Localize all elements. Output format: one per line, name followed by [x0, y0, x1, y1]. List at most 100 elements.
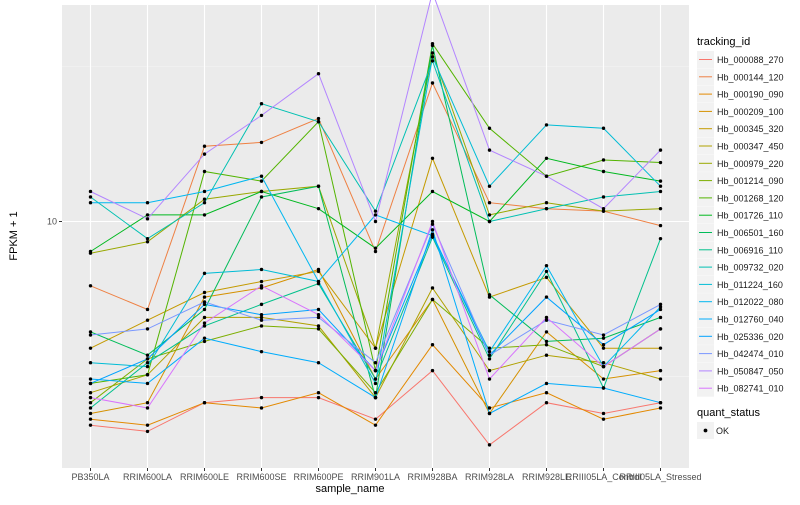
data-point [601, 346, 606, 350]
data-point [88, 406, 93, 410]
legend-label: Hb_000979_220 [717, 159, 784, 169]
data-point [145, 429, 150, 434]
x-tick-label: PB350LA [71, 472, 109, 482]
legend-label: Hb_000190_090 [717, 90, 784, 100]
x-tick-label: RRIM928LA [465, 472, 514, 482]
data-point [373, 219, 378, 224]
x-tick-label: RRIII05LA_Control [566, 472, 642, 482]
legend-label: Hb_050847_050 [717, 366, 784, 376]
data-point [259, 284, 264, 288]
x-tick-label: RRIM600LE [180, 472, 229, 482]
data-point [373, 213, 378, 217]
data-point [544, 206, 549, 211]
legend-label: Hb_000347_450 [717, 142, 784, 152]
x-tick-label: RRIM600LA [123, 472, 172, 482]
data-point [202, 152, 207, 156]
data-point [487, 219, 492, 224]
data-point [601, 386, 606, 390]
data-point [373, 377, 378, 381]
data-point [658, 206, 663, 211]
data-point [544, 295, 549, 299]
data-point [202, 302, 207, 307]
data-point [145, 327, 150, 331]
legend-label: Hb_082741_010 [717, 384, 784, 394]
data-point [88, 249, 93, 254]
data-point [601, 126, 606, 130]
data-point [373, 423, 378, 427]
data-point [316, 116, 321, 121]
legend-label: Hb_009732_020 [717, 263, 784, 273]
data-point [544, 391, 549, 395]
data-point [202, 300, 207, 304]
data-point [601, 361, 606, 365]
data-point [316, 119, 321, 124]
data-point [430, 297, 435, 302]
data-point [544, 339, 549, 344]
data-point [88, 284, 93, 288]
data-point [544, 269, 549, 274]
data-point [88, 200, 93, 205]
data-point [373, 391, 378, 395]
quant-status-point-icon [703, 428, 708, 433]
data-point [88, 333, 93, 337]
data-point [259, 395, 264, 400]
x-axis-ticks: PB350LA RRIM600LA RRIM600LE RRIM600SE RRIM60… [71, 468, 702, 482]
data-point [259, 267, 264, 272]
data-point [145, 400, 150, 405]
data-point [658, 377, 663, 381]
data-point [316, 324, 321, 328]
data-point [259, 313, 264, 317]
data-point [316, 327, 321, 331]
data-point [145, 373, 150, 377]
data-point [487, 377, 492, 381]
data-point [487, 148, 492, 152]
data-point [658, 327, 663, 331]
data-point [487, 126, 492, 130]
data-point [259, 315, 264, 320]
data-point [544, 263, 549, 268]
data-point [658, 160, 663, 165]
data-point [373, 361, 378, 365]
data-point [88, 381, 93, 386]
data-point [487, 357, 492, 361]
x-tick-label: RRIII05LA_Stressed [619, 472, 701, 482]
legend-label: Hb_000345_320 [717, 124, 784, 134]
data-point [658, 406, 663, 410]
legend-label: Hb_001726_110 [717, 211, 783, 221]
data-point [487, 406, 492, 410]
data-point [88, 400, 93, 405]
data-point [145, 240, 150, 244]
y-axis-ticks: 10 [47, 216, 62, 226]
data-point [202, 324, 207, 328]
data-point [202, 307, 207, 312]
data-point [601, 158, 606, 162]
data-point [601, 333, 606, 337]
legend-label: Hb_006916_110 [717, 245, 783, 255]
data-point [430, 228, 435, 232]
data-point [487, 213, 492, 217]
data-point [430, 51, 435, 55]
data-point [658, 302, 663, 307]
data-point [259, 179, 264, 183]
legend-label: Hb_025336_020 [717, 332, 784, 342]
data-point [601, 343, 606, 347]
legend-label: Hb_000088_270 [717, 55, 784, 65]
data-point [316, 206, 321, 211]
data-point [430, 222, 435, 226]
data-point [145, 406, 150, 410]
data-point [88, 361, 93, 365]
data-point [88, 411, 93, 416]
data-point [487, 353, 492, 357]
data-point [145, 364, 150, 369]
data-point [658, 184, 663, 188]
data-point [202, 144, 207, 148]
data-point [373, 395, 378, 400]
data-point [88, 195, 93, 199]
data-point [202, 200, 207, 205]
data-point [316, 269, 321, 274]
data-point [145, 361, 150, 365]
data-point [658, 346, 663, 350]
data-point [487, 349, 492, 354]
data-point [430, 59, 435, 63]
